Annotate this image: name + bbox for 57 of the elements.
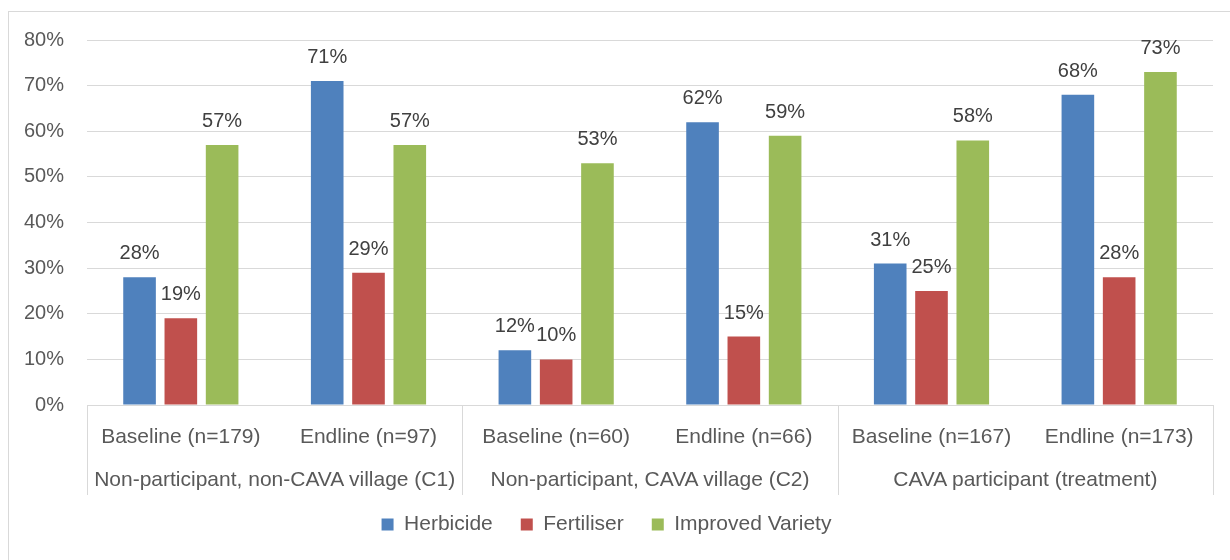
bar <box>768 135 802 405</box>
data-label: 19% <box>160 282 202 305</box>
bar <box>581 163 614 405</box>
bar <box>1061 94 1095 405</box>
y-tick-label: 50% <box>23 164 65 187</box>
x-tick-label: Endline (n=66) <box>675 424 813 448</box>
bar <box>686 122 719 405</box>
data-label: 12% <box>494 314 536 337</box>
bar <box>123 277 156 405</box>
bar <box>1144 71 1177 405</box>
data-label: 31% <box>870 227 911 250</box>
y-tick-label: 20% <box>23 301 65 324</box>
bar <box>915 290 948 405</box>
data-label: 58% <box>952 104 994 127</box>
y-tick-label: 0% <box>35 392 65 415</box>
x-tick-label: Endline (n=173) <box>1044 424 1194 448</box>
y-tick-label: 70% <box>23 73 65 96</box>
bar <box>205 144 239 405</box>
data-label: 57% <box>389 108 431 131</box>
data-label: 29% <box>348 236 389 259</box>
y-tick-label: 80% <box>23 27 65 50</box>
data-label: 15% <box>723 300 765 323</box>
x-tick-label: Baseline (n=179) <box>101 424 261 448</box>
data-label: 10% <box>536 323 577 346</box>
bar <box>956 140 990 405</box>
data-label: 53% <box>577 127 618 150</box>
data-label: 68% <box>1057 58 1099 81</box>
legend-label: Fertiliser <box>543 511 624 535</box>
y-tick-label: 10% <box>23 346 65 369</box>
data-label: 62% <box>682 86 723 109</box>
data-label: 59% <box>765 99 806 122</box>
legend-label: Herbicide <box>404 511 493 535</box>
y-tick-label: 60% <box>23 118 65 141</box>
x-tick-label: Endline (n=97) <box>299 424 438 448</box>
x-tick-label: Baseline (n=60) <box>482 424 631 448</box>
bar <box>393 144 427 405</box>
bar <box>539 359 573 405</box>
bar <box>727 336 761 405</box>
data-label: 25% <box>911 254 952 277</box>
bar <box>164 318 198 405</box>
y-tick-label: 40% <box>23 210 65 233</box>
legend-label: Improved Variety <box>674 511 832 535</box>
bar <box>310 81 344 405</box>
data-label: 57% <box>202 108 243 131</box>
data-label: 71% <box>307 45 348 68</box>
y-tick-label: 30% <box>23 255 65 278</box>
bar <box>352 272 385 405</box>
text: Non-participant, CAVA village (C2) <box>490 466 810 490</box>
x-tick-label: Baseline (n=167) <box>851 424 1012 448</box>
bar <box>1102 277 1136 405</box>
bar <box>873 263 907 405</box>
bar <box>498 350 532 405</box>
data-label: 73% <box>1140 35 1181 58</box>
text: Non-participant, non-CAVA village (C1) <box>94 466 456 490</box>
data-label: 28% <box>119 241 160 264</box>
text: CAVA participant (treatment) <box>893 466 1158 490</box>
data-label: 28% <box>1099 241 1140 264</box>
